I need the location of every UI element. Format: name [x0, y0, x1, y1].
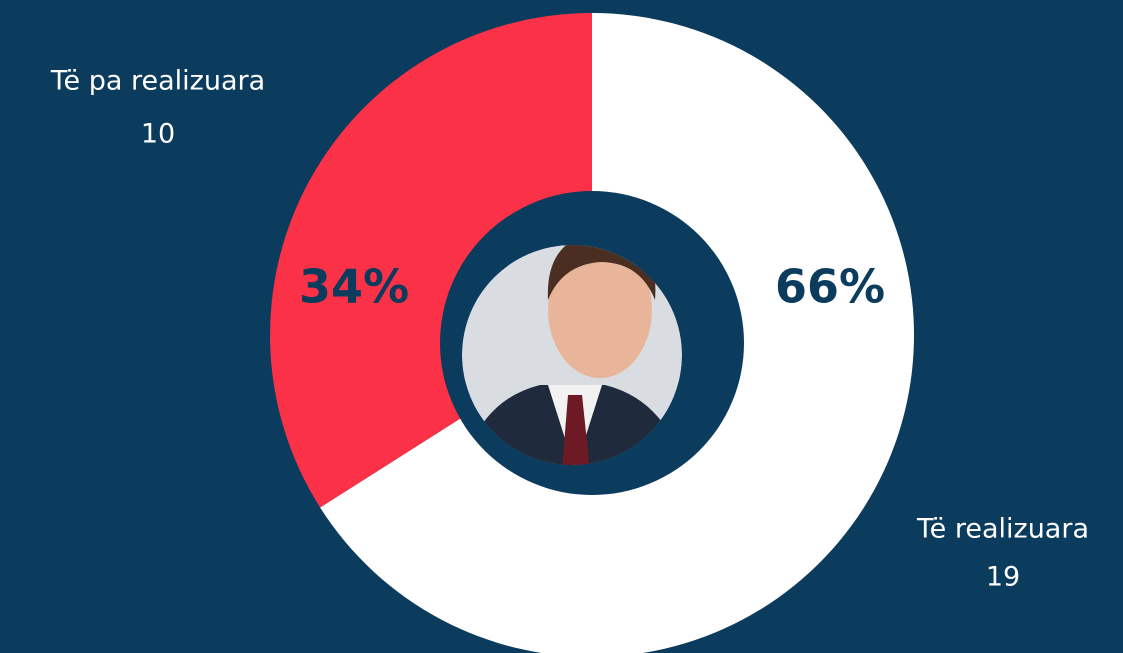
percent-label: 66%: [775, 260, 885, 314]
count-label: 19: [986, 562, 1020, 593]
portrait: [440, 191, 744, 495]
category-label: Të pa realizuara: [50, 66, 265, 97]
portrait-photo: [462, 245, 682, 465]
count-label: 10: [141, 119, 175, 150]
percent-label: 34%: [299, 260, 409, 314]
category-label: Të realizuara: [916, 514, 1089, 545]
